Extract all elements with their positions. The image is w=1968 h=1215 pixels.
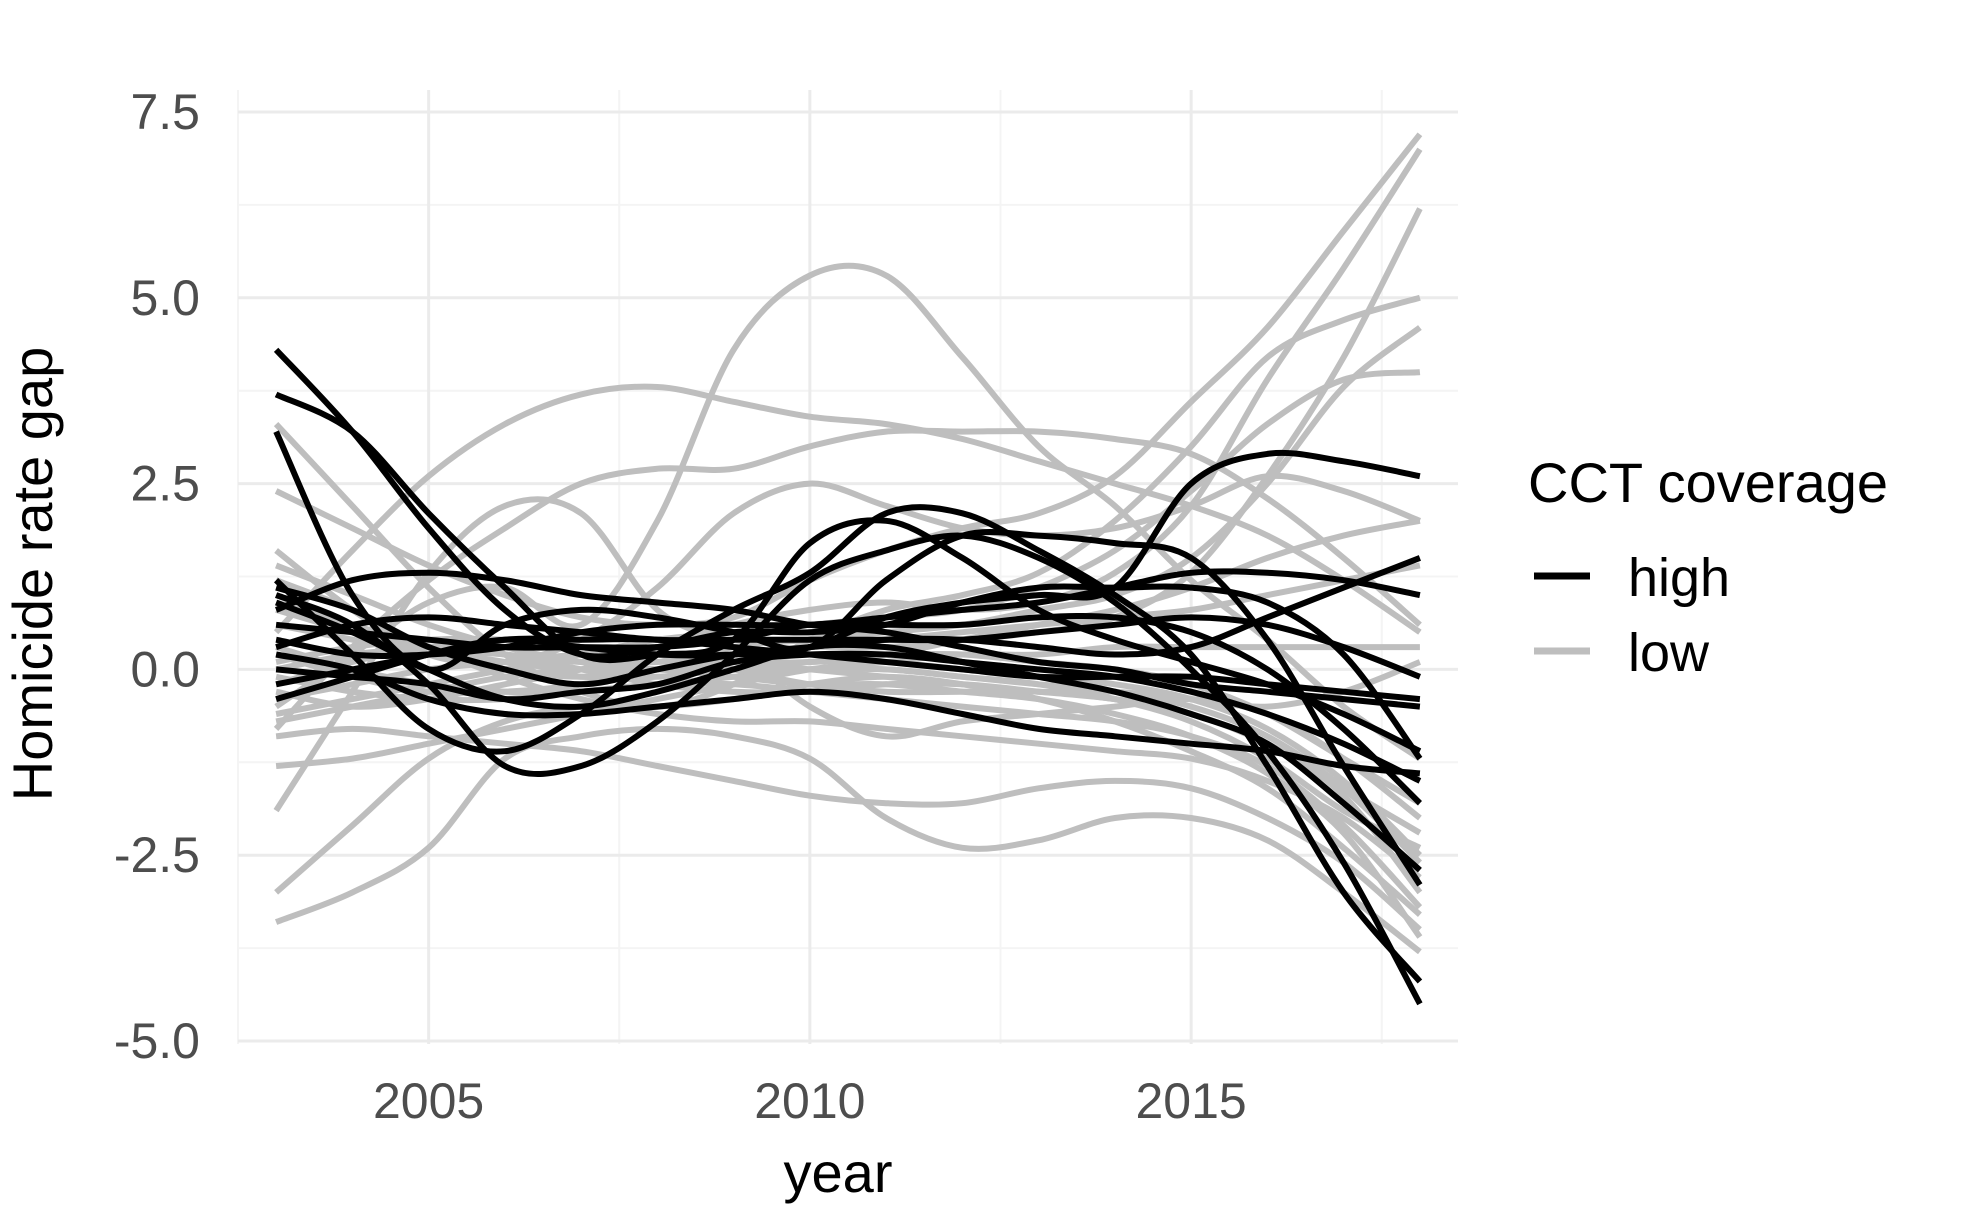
high-coverage-series-line bbox=[275, 569, 1421, 710]
high-coverage-lines bbox=[273, 347, 1423, 1006]
high-coverage-series-line bbox=[273, 430, 1423, 887]
legend-title: CCT coverage bbox=[1528, 451, 1888, 514]
x-tick-label: 2005 bbox=[373, 1073, 484, 1129]
plot-panel bbox=[237, 90, 1458, 1044]
high-coverage-series-line bbox=[275, 614, 1421, 680]
x-axis-title: year bbox=[784, 1141, 893, 1204]
high-coverage-series-line bbox=[275, 651, 1421, 777]
high-coverage-series-line bbox=[275, 599, 1422, 873]
legend-label-high: high bbox=[1628, 548, 1730, 608]
x-axis: 2005 2010 2015 bbox=[373, 1073, 1247, 1129]
high-coverage-series-line bbox=[274, 504, 1423, 984]
low-coverage-series-line bbox=[275, 673, 1423, 910]
y-tick-label: -2.5 bbox=[114, 827, 200, 883]
y-tick-label: -5.0 bbox=[114, 1013, 200, 1069]
low-coverage-series-line bbox=[275, 725, 1422, 932]
y-axis-title: Homicide rate gap bbox=[1, 347, 64, 801]
legend-entry-high: high bbox=[1534, 548, 1730, 608]
low-coverage-series-line bbox=[275, 725, 1422, 955]
legend-entry-low: low bbox=[1534, 623, 1710, 683]
y-axis: -5.0 -2.5 0.0 2.5 5.0 7.5 bbox=[114, 84, 200, 1069]
x-tick-label: 2015 bbox=[1136, 1073, 1247, 1129]
low-coverage-series-line bbox=[275, 665, 1423, 939]
y-tick-label: 7.5 bbox=[130, 84, 200, 140]
y-tick-label: 2.5 bbox=[130, 456, 200, 512]
x-tick-label: 2010 bbox=[754, 1073, 865, 1129]
high-coverage-series-line bbox=[274, 391, 1422, 754]
y-tick-label: 5.0 bbox=[130, 270, 200, 326]
minor-gridlines bbox=[237, 90, 1458, 1044]
legend-label-low: low bbox=[1628, 623, 1710, 683]
legend: CCT coverage high low bbox=[1528, 451, 1888, 683]
y-tick-label: 0.0 bbox=[130, 641, 200, 697]
high-coverage-series-line bbox=[275, 650, 1422, 784]
high-coverage-series-line bbox=[275, 635, 1421, 703]
low-coverage-series-line bbox=[274, 673, 1422, 917]
